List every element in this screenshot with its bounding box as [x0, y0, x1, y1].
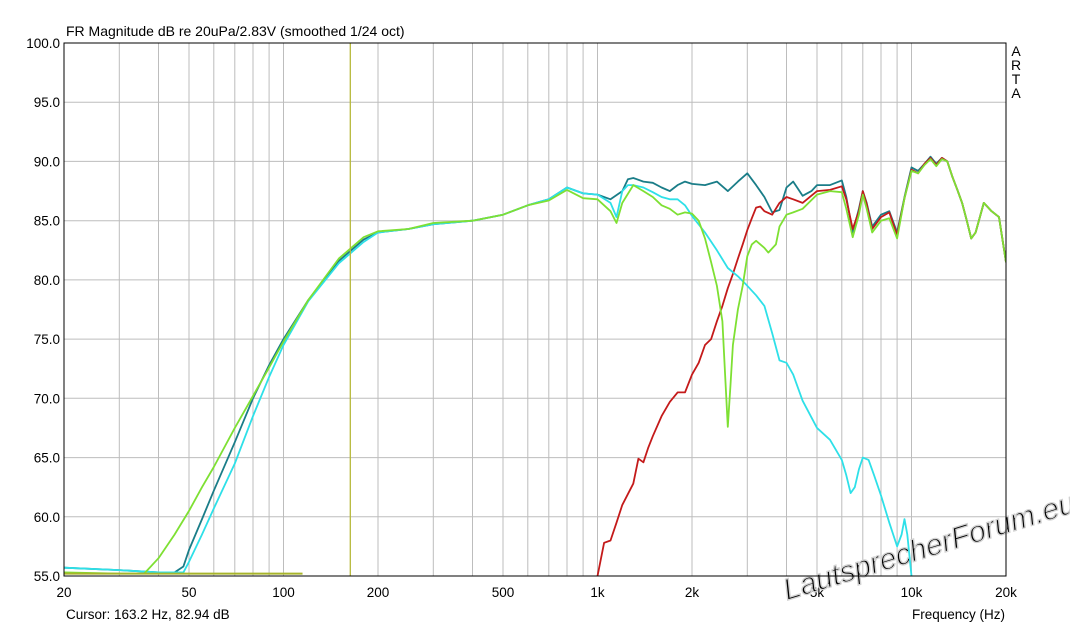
chart-title: FR Magnitude dB re 20uPa/2.83V (smoothed…	[66, 23, 405, 39]
watermark-text: LautsprecherForum.eu	[779, 487, 1070, 607]
grid-lines	[64, 43, 1006, 576]
x-tick-label: 10k	[901, 585, 923, 600]
y-tick-label: 55.0	[34, 569, 60, 584]
x-tick-labels: 20 50 100 200 500 1k 2k 5k 10k 20k	[56, 585, 1017, 600]
x-axis-label: Frequency (Hz)	[912, 607, 1005, 622]
plot-frame	[63, 42, 1007, 577]
x-tick-label: 1k	[590, 585, 605, 600]
cursor-readout: Cursor: 163.2 Hz, 82.94 dB	[66, 607, 230, 622]
y-tick-labels: 100.0 95.0 90.0 85.0 80.0 75.0 70.0 65.0 60.0 55.…	[26, 36, 60, 584]
x-tick-label: 20k	[995, 585, 1017, 600]
x-tick-label: 50	[181, 585, 196, 600]
y-tick-label: 95.0	[34, 95, 60, 110]
y-tick-label: 80.0	[34, 273, 60, 288]
y-tick-label: 70.0	[34, 391, 60, 406]
y-tick-label: 90.0	[34, 154, 60, 169]
x-tick-label: 500	[492, 585, 515, 600]
y-tick-label: 75.0	[34, 332, 60, 347]
y-tick-label: 85.0	[34, 214, 60, 229]
series-line-4	[64, 158, 1006, 575]
y-tick-label: 100.0	[26, 36, 60, 51]
data-series	[64, 155, 1006, 576]
y-tick-label: 65.0	[34, 451, 60, 466]
series-line-1	[64, 155, 1006, 574]
x-tick-label: 20	[56, 585, 71, 600]
x-tick-label: 100	[272, 585, 295, 600]
x-tick-label: 2k	[685, 585, 700, 600]
watermark: LautsprecherForum.eu	[779, 486, 1070, 608]
y-tick-label: 60.0	[34, 510, 60, 525]
x-tick-label: 5k	[810, 585, 825, 600]
x-tick-label: 200	[367, 585, 390, 600]
series-line-3	[64, 184, 913, 576]
